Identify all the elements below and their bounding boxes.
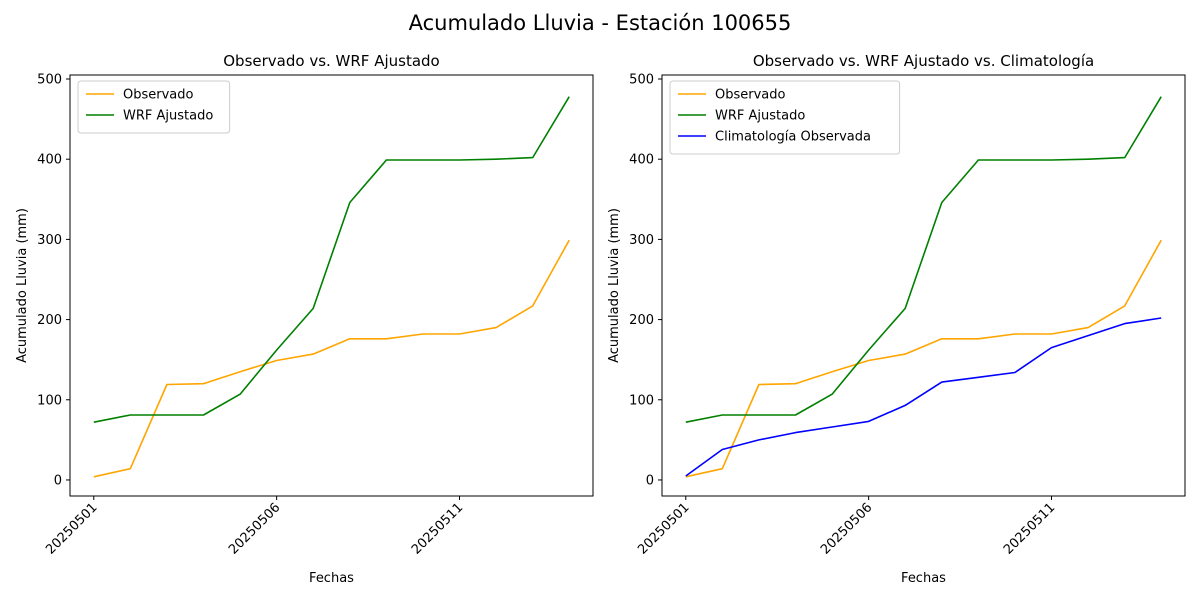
legend-label: Climatología Observada xyxy=(715,130,871,145)
y-tick-label: 200 xyxy=(37,313,62,328)
legend-label: WRF Ajustado xyxy=(715,109,805,124)
x-axis-label: Fechas xyxy=(901,571,946,586)
series-line-observado xyxy=(93,239,570,478)
axes-frame xyxy=(661,74,1186,497)
y-axis-label: Acumulado Lluvia (mm) xyxy=(607,208,622,363)
chart-1: Observado vs. WRF Ajustado 0 100 200 300 400 5… xyxy=(15,52,594,586)
y-tick-label: 400 xyxy=(629,153,654,168)
y-tick-label: 500 xyxy=(629,73,654,88)
x-tick-label: 20250506 xyxy=(818,500,875,557)
series-line-climatolog-a-observada xyxy=(685,317,1162,477)
charts-container: Observado vs. WRF Ajustado 0 100 200 300 400 5… xyxy=(15,52,1186,586)
series-line-wrf-ajustado xyxy=(93,96,570,423)
figure-title: Acumulado Lluvia - Estación 100655 xyxy=(409,11,792,35)
x-tick-label: 20250506 xyxy=(226,500,283,557)
y-tick-label: 100 xyxy=(37,393,62,408)
legend: Observado WRF Ajustado Climatología Observ… xyxy=(669,80,901,155)
axes-frame xyxy=(69,74,594,497)
legend-label: WRF Ajustado xyxy=(123,109,213,124)
y-tick-label: 500 xyxy=(37,73,62,88)
y-tick-label: 300 xyxy=(37,233,62,248)
x-tick-label: 20250501 xyxy=(635,500,692,557)
series-line-observado xyxy=(685,239,1162,478)
x-tick-label: 20250511 xyxy=(409,500,466,557)
y-tick-label: 100 xyxy=(629,393,654,408)
legend-label: Observado xyxy=(715,88,786,103)
legend: Observado WRF Ajustado xyxy=(77,80,231,134)
y-tick-label: 0 xyxy=(54,473,62,488)
chart-2: Observado vs. WRF Ajustado vs. Climatolo… xyxy=(607,52,1186,586)
chart-title: Observado vs. WRF Ajustado vs. Climatolo… xyxy=(753,52,1094,70)
y-axis-label: Acumulado Lluvia (mm) xyxy=(15,208,30,363)
y-tick-label: 400 xyxy=(37,153,62,168)
chart-title: Observado vs. WRF Ajustado xyxy=(223,52,439,70)
legend-frame xyxy=(669,80,901,155)
legend-frame xyxy=(77,80,231,134)
y-tick-label: 200 xyxy=(629,313,654,328)
series-line-wrf-ajustado xyxy=(685,96,1162,423)
y-tick-label: 300 xyxy=(629,233,654,248)
y-tick-label: 0 xyxy=(646,473,654,488)
x-axis-label: Fechas xyxy=(309,571,354,586)
x-tick-label: 20250501 xyxy=(43,500,100,557)
x-tick-label: 20250511 xyxy=(1001,500,1058,557)
legend-label: Observado xyxy=(123,88,194,103)
